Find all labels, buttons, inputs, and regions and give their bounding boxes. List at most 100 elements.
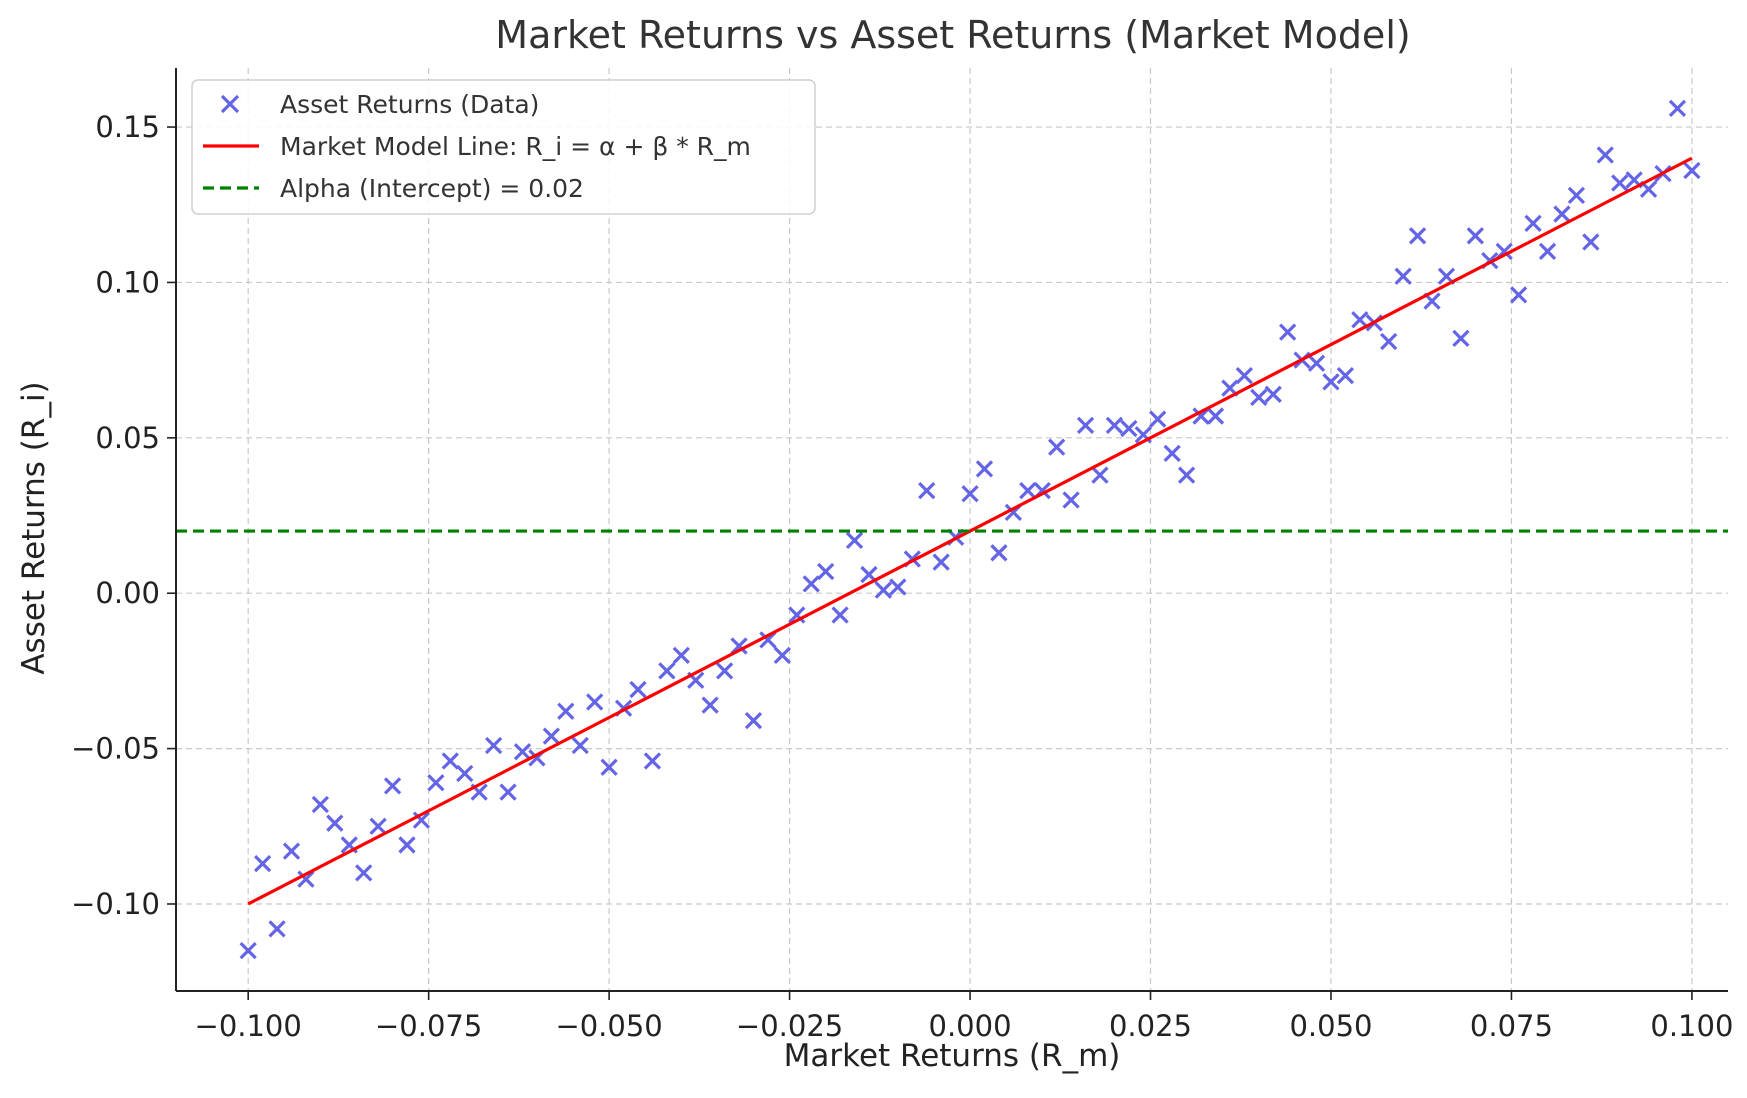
data-point: [513, 743, 532, 761]
data-point: [600, 758, 618, 776]
y-axis-ticks: −0.10 −0.05 0.00 0.05 0.10 0.15: [71, 110, 176, 921]
data-point: [1611, 174, 1629, 192]
data-point: [1279, 323, 1297, 341]
legend-label-model-line: Market Model Line: R_i = α + β * R_m: [280, 132, 751, 161]
data-point: [1120, 419, 1138, 438]
legend-label-data: Asset Returns (Data): [280, 90, 539, 119]
data-point: [1452, 329, 1470, 348]
legend-marker-x-icon: [220, 94, 240, 114]
data-point: [744, 711, 763, 730]
data-point: [889, 578, 907, 596]
data-point: [1048, 438, 1066, 456]
data-point: [311, 795, 330, 814]
data-point: [1394, 267, 1412, 285]
data-point: [773, 646, 791, 664]
data-point: [484, 736, 503, 755]
y-axis-title: Asset Returns (R_i): [16, 381, 52, 674]
data-point: [1380, 332, 1398, 351]
data-point: [1105, 416, 1124, 435]
data-point: [643, 752, 662, 770]
legend-frame: [191, 79, 816, 215]
data-point: [874, 581, 893, 599]
chart-title: Market Returns vs Asset Returns (Market …: [495, 13, 1410, 57]
legend: Asset Returns (Data) Market Model Line: …: [191, 79, 816, 215]
data-point: [282, 842, 301, 860]
market-model-line: [247, 156, 1693, 906]
data-point: [817, 562, 835, 581]
x-tick-label: −0.025: [736, 1009, 843, 1043]
data-point: [1668, 99, 1687, 118]
data-point: [1235, 367, 1253, 385]
x-tick-label: −0.075: [375, 1009, 482, 1043]
x-tick-label: 0.025: [1109, 1009, 1192, 1043]
data-point: [1322, 373, 1340, 391]
data-point: [239, 941, 257, 960]
data-point: [412, 811, 431, 829]
data-point: [788, 606, 806, 624]
data-point: [759, 631, 777, 649]
data-point: [1149, 410, 1167, 428]
y-tick-label: −0.05: [71, 732, 160, 766]
data-point: [961, 485, 979, 503]
data-point: [1351, 311, 1369, 329]
data-point: [1524, 214, 1542, 233]
data-point: [831, 606, 849, 624]
data-point: [297, 870, 315, 888]
data-point: [990, 544, 1008, 562]
x-tick-label: −0.100: [195, 1009, 302, 1043]
data-point: [672, 646, 690, 664]
y-tick-label: −0.10: [71, 887, 160, 921]
data-point: [715, 662, 734, 680]
data-point: [845, 531, 864, 550]
data-point: [1408, 227, 1427, 245]
data-point: [1567, 186, 1586, 205]
data-point: [586, 693, 604, 711]
data-point: [355, 864, 373, 882]
data-point: [730, 637, 748, 655]
data-point: [1206, 407, 1225, 425]
data-point: [571, 736, 589, 755]
data-point: [701, 696, 719, 714]
data-point: [1582, 233, 1600, 251]
data-point: [1538, 242, 1557, 260]
y-tick-label: 0.10: [95, 265, 160, 299]
y-tick-label: 0.15: [95, 110, 160, 144]
data-point: [1019, 482, 1037, 500]
x-tick-label: 0.100: [1650, 1009, 1733, 1043]
data-point: [369, 817, 387, 835]
data-point: [427, 774, 445, 792]
data-point: [1510, 286, 1528, 304]
data-point: [1596, 146, 1614, 164]
data-point: [326, 814, 344, 832]
x-tick-label: 0.050: [1289, 1009, 1372, 1043]
data-point: [383, 777, 402, 795]
data-point: [398, 836, 416, 854]
data-point: [802, 575, 820, 593]
data-point: [1264, 385, 1282, 403]
data-point: [1091, 466, 1109, 484]
data-point: [658, 662, 676, 680]
data-point: [253, 854, 272, 873]
data-point: [1177, 466, 1196, 484]
data-point: [1163, 444, 1181, 462]
data-point: [542, 727, 560, 745]
plot-area: [176, 99, 1728, 960]
x-tick-label: 0.000: [929, 1009, 1012, 1043]
data-point: [975, 460, 994, 478]
x-tick-label: 0.075: [1470, 1009, 1553, 1043]
y-tick-label: 0.05: [95, 421, 160, 455]
data-point: [1683, 161, 1701, 180]
data-point: [932, 553, 950, 571]
data-point: [1336, 367, 1355, 385]
data-point: [441, 752, 459, 770]
x-tick-label: −0.050: [555, 1009, 662, 1043]
data-point: [918, 482, 936, 500]
data-point: [557, 702, 575, 720]
data-point: [1307, 354, 1326, 372]
data-point: [268, 920, 286, 938]
data-point: [456, 764, 474, 783]
data-point: [499, 783, 517, 801]
data-point: [629, 680, 647, 699]
data-point: [1466, 227, 1484, 245]
